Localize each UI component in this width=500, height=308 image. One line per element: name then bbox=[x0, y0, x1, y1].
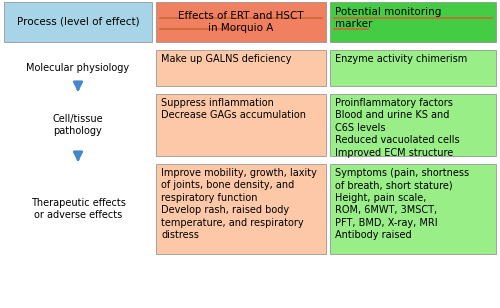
Bar bbox=[330, 94, 496, 156]
Bar bbox=[156, 2, 326, 42]
Bar bbox=[330, 50, 496, 86]
Bar bbox=[4, 2, 152, 42]
Text: Potential monitoring
marker: Potential monitoring marker bbox=[335, 7, 442, 29]
Text: Molecular physiology: Molecular physiology bbox=[26, 63, 130, 73]
Text: Cell/tissue
pathology: Cell/tissue pathology bbox=[52, 114, 104, 136]
Bar bbox=[156, 164, 326, 254]
Text: Make up GALNS deficiency: Make up GALNS deficiency bbox=[161, 54, 292, 64]
Text: Enzyme activity chimerism: Enzyme activity chimerism bbox=[335, 54, 467, 64]
Text: Process (level of effect): Process (level of effect) bbox=[16, 17, 140, 27]
Bar bbox=[156, 94, 326, 156]
Bar bbox=[330, 164, 496, 254]
Text: Suppress inflammation
Decrease GAGs accumulation: Suppress inflammation Decrease GAGs accu… bbox=[161, 98, 306, 120]
Bar bbox=[4, 94, 152, 156]
Text: Proinflammatory factors
Blood and urine KS and
C6S levels
Reduced vacuolated cel: Proinflammatory factors Blood and urine … bbox=[335, 98, 460, 158]
Bar bbox=[4, 50, 152, 86]
Bar bbox=[156, 50, 326, 86]
Text: Therapeutic effects
or adverse effects: Therapeutic effects or adverse effects bbox=[30, 198, 126, 220]
Text: Improve mobility, growth, laxity
of joints, bone density, and
respiratory functi: Improve mobility, growth, laxity of join… bbox=[161, 168, 317, 240]
Text: Symptoms (pain, shortness
of breath, short stature)
Height, pain scale,
ROM, 6MW: Symptoms (pain, shortness of breath, sho… bbox=[335, 168, 469, 240]
Bar bbox=[4, 164, 152, 254]
Bar bbox=[330, 2, 496, 42]
Text: Effects of ERT and HSCT
in Morquio A: Effects of ERT and HSCT in Morquio A bbox=[178, 11, 304, 33]
